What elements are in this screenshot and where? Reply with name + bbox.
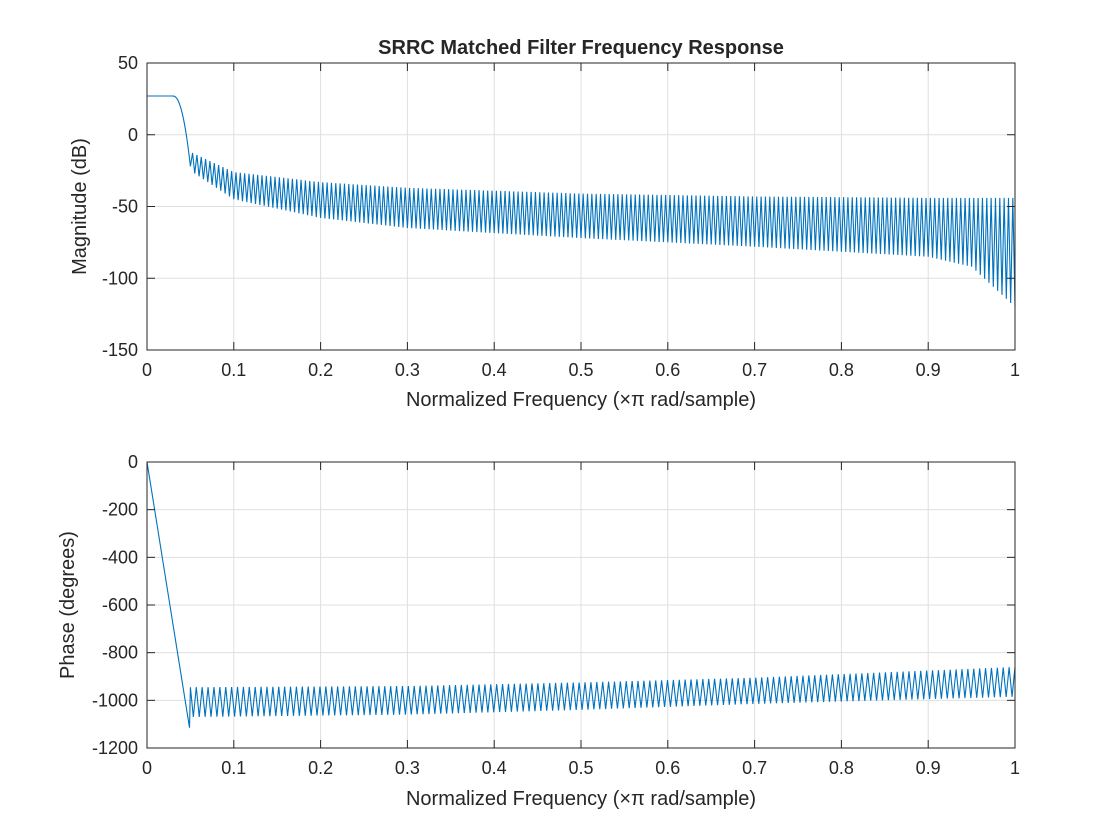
magnitude-xlabel: Normalized Frequency (×π rad/sample) (406, 389, 756, 411)
y-tick-label: -400 (102, 547, 138, 567)
x-tick-label: 0.5 (568, 360, 593, 380)
x-tick-label: 0 (142, 360, 152, 380)
x-tick-label: 0.3 (395, 360, 420, 380)
phase-ticks: 0 0.1 0.2 0.3 0.4 0.5 0.6 0.7 0.8 0.9 1 -1200 -1000 -… (92, 452, 1020, 778)
x-tick-label: 0.5 (568, 758, 593, 778)
y-tick-label: -1000 (92, 690, 138, 710)
x-tick-label: 0.9 (916, 758, 941, 778)
x-tick-label: 0 (142, 758, 152, 778)
x-tick-label: 0.9 (916, 360, 941, 380)
magnitude-axes: 0 0.1 0.2 0.3 0.4 0.5 0.6 0.7 0.8 0.9 1 -150 -100 -50… (69, 37, 1020, 411)
x-tick-label: 0.1 (221, 758, 246, 778)
phase-ylabel: Phase (degrees) (57, 531, 79, 679)
x-tick-label: 0.8 (829, 360, 854, 380)
x-tick-label: 0.4 (482, 758, 507, 778)
x-tick-label: 0.2 (308, 360, 333, 380)
x-tick-label: 0.7 (742, 360, 767, 380)
magnitude-ylabel: Magnitude (dB) (69, 138, 91, 275)
magnitude-series (147, 95, 1016, 307)
x-tick-label: 0.6 (655, 360, 680, 380)
y-tick-label: -1200 (92, 738, 138, 758)
y-tick-label: 0 (128, 125, 138, 145)
y-tick-label: -600 (102, 595, 138, 615)
y-tick-label: 0 (128, 452, 138, 472)
x-tick-label: 0.3 (395, 758, 420, 778)
magnitude-title: SRRC Matched Filter Frequency Response (378, 37, 784, 59)
x-tick-label: 0.7 (742, 758, 767, 778)
x-tick-label: 0.2 (308, 758, 333, 778)
x-tick-label: 0.6 (655, 758, 680, 778)
y-tick-label: -150 (102, 340, 138, 360)
phase-xlabel: Normalized Frequency (×π rad/sample) (406, 788, 756, 810)
x-tick-label: 1 (1010, 360, 1020, 380)
x-tick-label: 0.1 (221, 360, 246, 380)
magnitude-line (147, 95, 1016, 307)
y-tick-label: -800 (102, 643, 138, 663)
x-tick-label: 0.4 (482, 360, 507, 380)
phase-line (146, 461, 1016, 728)
phase-axes: 0 0.1 0.2 0.3 0.4 0.5 0.6 0.7 0.8 0.9 1 -1200 -1000 -… (57, 452, 1020, 810)
phase-series (146, 461, 1016, 728)
magnitude-ticks: 0 0.1 0.2 0.3 0.4 0.5 0.6 0.7 0.8 0.9 1 -150 -100 -50… (102, 53, 1020, 380)
y-tick-label: -50 (112, 197, 138, 217)
y-tick-label: 50 (118, 53, 138, 73)
y-tick-label: -200 (102, 500, 138, 520)
x-tick-label: 1 (1010, 758, 1020, 778)
x-tick-label: 0.8 (829, 758, 854, 778)
y-tick-label: -100 (102, 268, 138, 288)
